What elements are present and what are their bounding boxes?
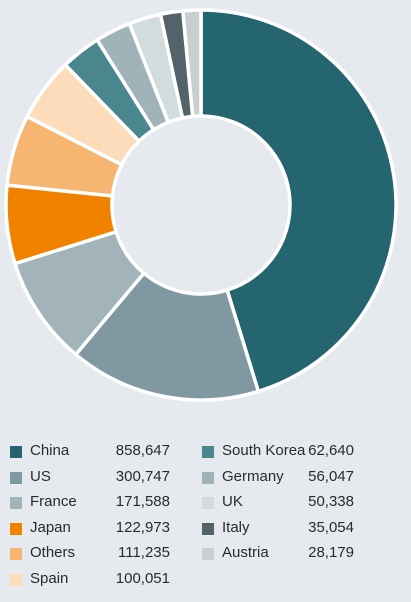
- legend-value-austria: 28,179: [308, 544, 354, 561]
- legend-swatch-us: [10, 471, 22, 484]
- legend-item-austria: Austria 28,179: [202, 542, 354, 568]
- legend-item-france: France 171,588: [10, 491, 170, 517]
- donut-chart: [4, 8, 398, 402]
- legend-item-japan: Japan 122,973: [10, 517, 170, 543]
- legend-label-japan: Japan: [30, 518, 71, 536]
- legend-swatch-china: [10, 446, 22, 458]
- legend-swatch-france: [10, 497, 22, 509]
- legend-value-germany: 56,047: [308, 467, 354, 485]
- legend-label-spain: Spain: [30, 569, 69, 587]
- legend-label-france: France: [30, 493, 77, 510]
- legend-value-japan: 122,973: [115, 518, 170, 536]
- legend-item-south-korea: South Korea 62,640: [202, 440, 354, 466]
- legend-item-us: US 300,747: [10, 466, 170, 492]
- legend-column-right: South Korea 62,640 Germany 56,047 UK 50,338 It…: [202, 440, 354, 568]
- legend-label-others: Others: [30, 544, 76, 561]
- legend-value-uk: 50,338: [308, 493, 354, 510]
- legend-value-france: 171,588: [115, 493, 170, 510]
- legend-swatch-austria: [202, 548, 214, 560]
- legend-value-china: 858,647: [115, 442, 170, 459]
- donut-slice-china: [199, 8, 398, 394]
- legend-swatch-south-korea: [202, 446, 214, 458]
- legend-label-italy: Italy: [222, 518, 250, 536]
- donut-slice-us: [74, 271, 261, 402]
- legend: China 858,647 US 300,747 France 171,588 Japan 1…: [10, 440, 405, 590]
- legend-swatch-others: [10, 548, 22, 560]
- legend-column-left: China 858,647 US 300,747 France 171,588 Japan 1…: [10, 440, 170, 593]
- legend-item-others: Others 111,235: [10, 542, 170, 568]
- legend-swatch-uk: [202, 497, 214, 509]
- legend-swatch-japan: [10, 522, 22, 535]
- legend-value-south-korea: 62,640: [308, 442, 354, 459]
- legend-value-others: 111,235: [118, 544, 170, 561]
- legend-item-china: China 858,647: [10, 440, 170, 466]
- legend-label-germany: Germany: [222, 467, 284, 485]
- legend-value-spain: 100,051: [115, 569, 170, 587]
- legend-label-us: US: [30, 467, 51, 485]
- legend-swatch-italy: [202, 522, 214, 535]
- legend-item-italy: Italy 35,054: [202, 517, 354, 543]
- legend-label-austria: Austria: [222, 544, 269, 561]
- legend-swatch-germany: [202, 471, 214, 484]
- legend-item-germany: Germany 56,047: [202, 466, 354, 492]
- legend-label-china: China: [30, 442, 70, 459]
- legend-value-italy: 35,054: [308, 518, 354, 536]
- legend-item-spain: Spain 100,051: [10, 568, 170, 594]
- legend-label-south-korea: South Korea: [222, 442, 306, 459]
- donut-slice-austria: [181, 8, 203, 119]
- legend-value-us: 300,747: [115, 467, 170, 485]
- legend-label-uk: UK: [222, 493, 243, 510]
- legend-item-uk: UK 50,338: [202, 491, 354, 517]
- legend-swatch-spain: [10, 573, 22, 586]
